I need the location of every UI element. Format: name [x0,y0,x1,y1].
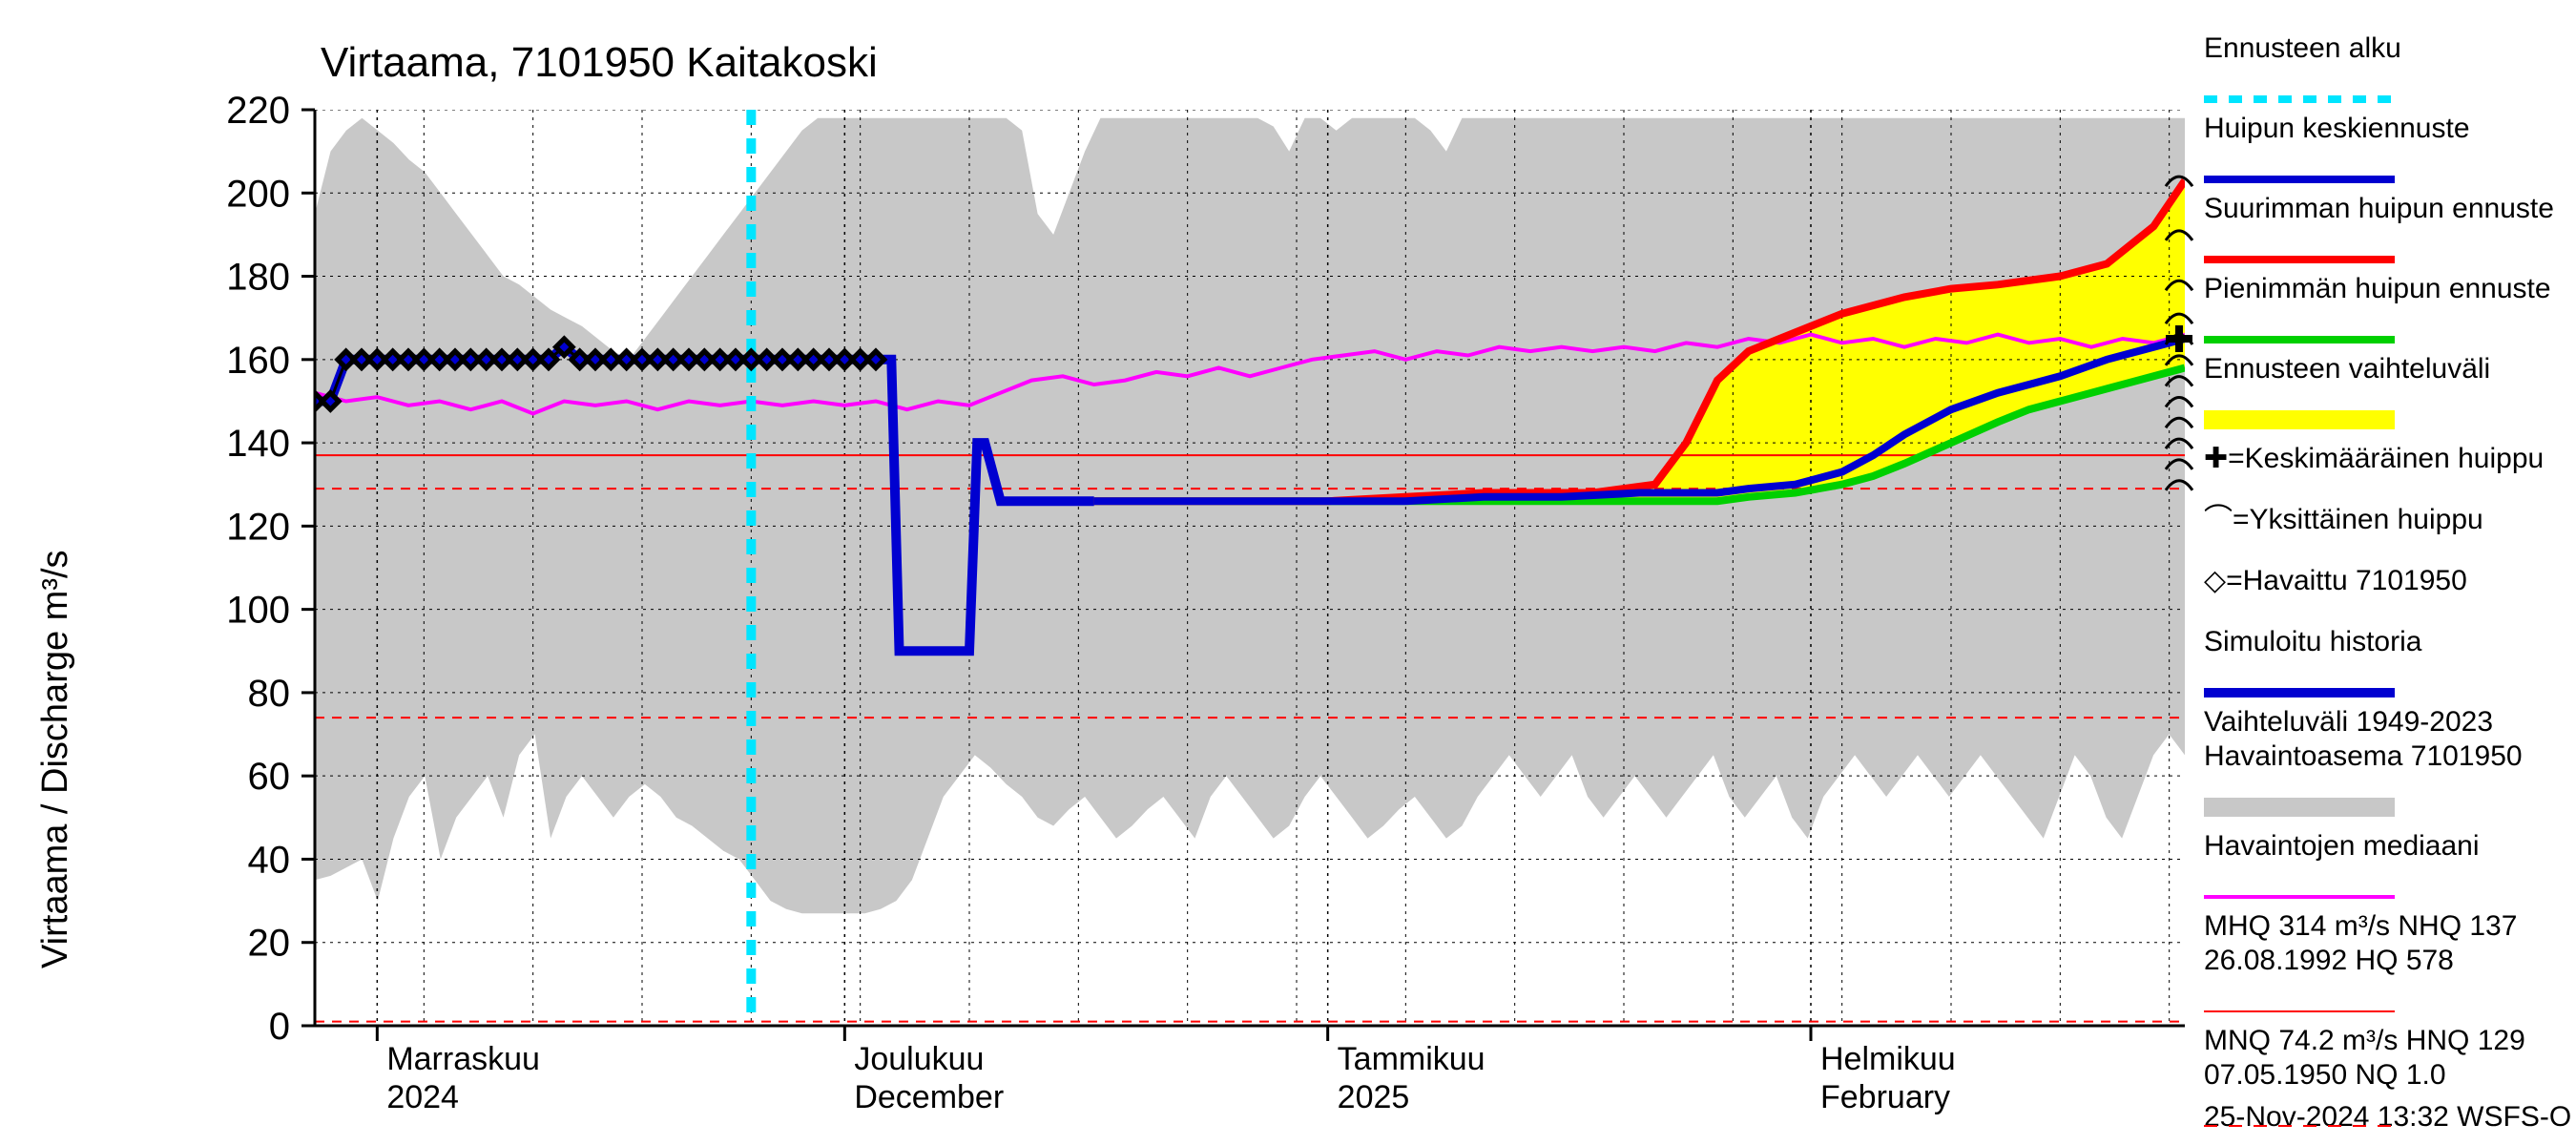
y-tick-label: 80 [248,673,291,715]
historical-range-band [315,118,2185,914]
y-tick-label: 120 [226,506,290,548]
y-tick-label: 220 [226,90,290,132]
legend-label: Suurimman huipun ennuste [2204,193,2554,224]
legend-label: ✚=Keskimääräinen huippu [2204,443,2544,474]
y-tick-label: 0 [269,1006,290,1048]
legend-label: Huipun keskiennuste [2204,113,2470,144]
legend-label: MNQ 74.2 m³/s HNQ 129 [2204,1025,2525,1056]
legend-swatch [2204,798,2395,817]
y-tick-label: 200 [226,173,290,215]
y-axis-label: Virtaama / Discharge m³/s [35,550,75,968]
legend-label: Havaintoasema 7101950 [2204,740,2523,772]
x-month-label-bottom: 2024 [386,1079,459,1115]
y-tick-label: 100 [226,590,290,632]
legend-label: Vaihteluväli 1949-2023 [2204,706,2493,738]
chart-container: 020406080100120140160180200220Marraskuu2… [0,0,2576,1145]
footer-timestamp: 25-Nov-2024 13:32 WSFS-O [2204,1101,2571,1133]
y-tick-label: 140 [226,423,290,465]
x-month-label-bottom: 2025 [1338,1079,1410,1115]
legend-label: Ennusteen vaihteluväli [2204,353,2490,385]
y-tick-label: 160 [226,340,290,382]
legend-label: ⌒=Yksittäinen huippu [2204,504,2483,535]
legend-label: 26.08.1992 HQ 578 [2204,945,2454,976]
legend-label: Ennusteen alku [2204,32,2401,64]
chart-title: Virtaama, 7101950 Kaitakoski [321,39,878,86]
chart-svg: 020406080100120140160180200220Marraskuu2… [0,0,2576,1145]
x-month-label-top: Joulukuu [854,1041,984,1077]
y-tick-label: 60 [248,756,291,798]
legend-label: Havaintojen mediaani [2204,830,2480,862]
legend-label: Pienimmän huipun ennuste [2204,273,2551,304]
y-tick-label: 20 [248,923,291,965]
x-month-label-bottom: February [1820,1079,1950,1115]
legend-label: ◇=Havaittu 7101950 [2204,565,2467,596]
legend-swatch [2204,410,2395,429]
legend-label: MHQ 314 m³/s NHQ 137 [2204,910,2517,942]
legend-label: 07.05.1950 NQ 1.0 [2204,1059,2446,1091]
legend-label: Simuloitu historia [2204,626,2422,657]
x-month-label-top: Helmikuu [1820,1041,1956,1077]
y-tick-label: 40 [248,839,291,881]
x-month-label-top: Marraskuu [386,1041,540,1077]
x-month-label-bottom: December [854,1079,1004,1115]
x-month-label-top: Tammikuu [1338,1041,1485,1077]
y-tick-label: 180 [226,257,290,299]
